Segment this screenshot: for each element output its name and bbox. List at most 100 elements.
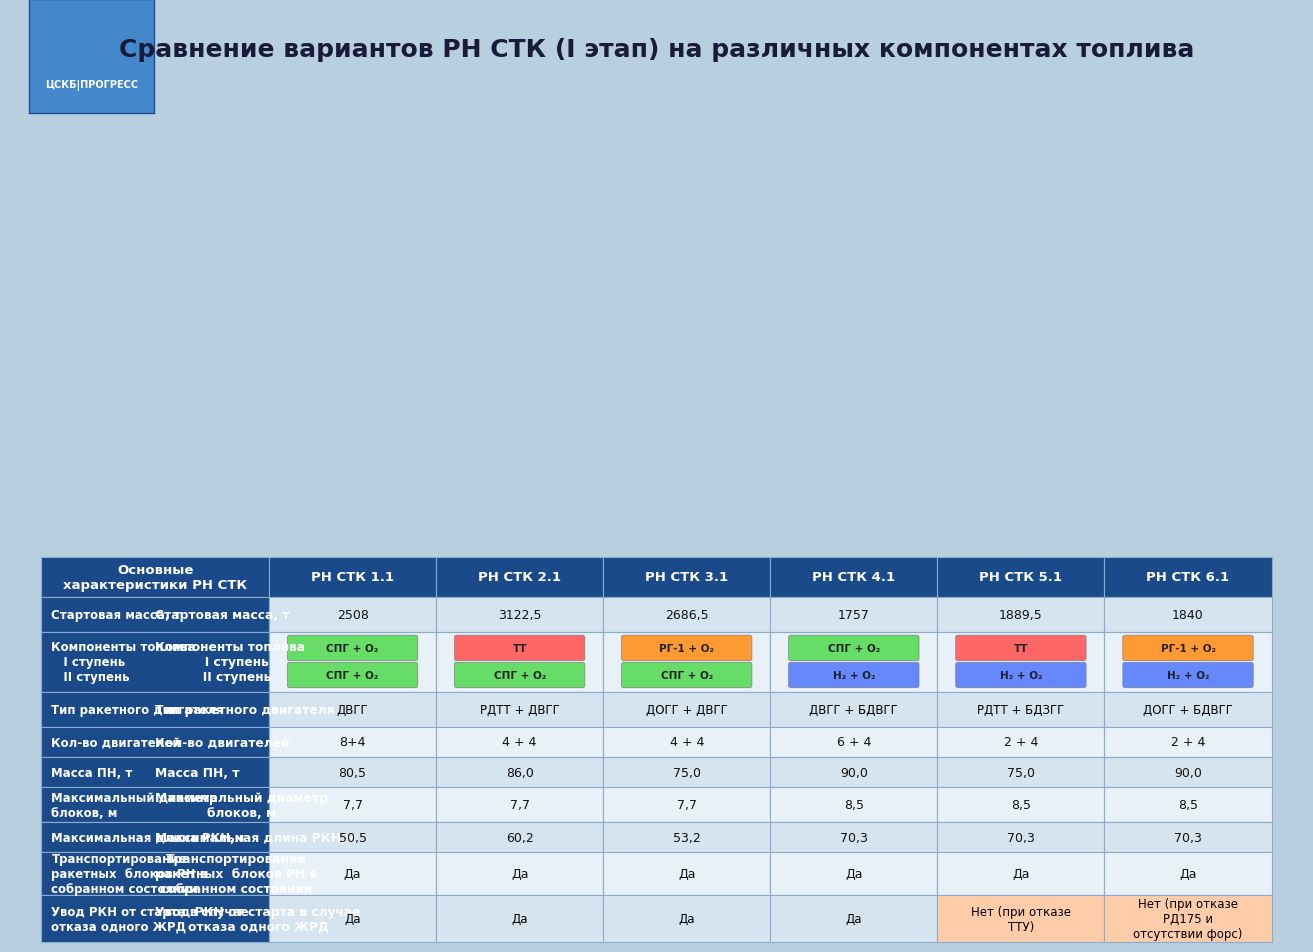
FancyBboxPatch shape xyxy=(937,787,1104,823)
Text: 53,2: 53,2 xyxy=(672,831,701,843)
FancyBboxPatch shape xyxy=(789,663,919,688)
FancyBboxPatch shape xyxy=(937,557,1104,597)
FancyBboxPatch shape xyxy=(956,636,1086,661)
Text: Да: Да xyxy=(344,867,361,880)
FancyBboxPatch shape xyxy=(771,787,937,823)
FancyBboxPatch shape xyxy=(269,852,436,895)
Text: РДТТ + БДЗГГ: РДТТ + БДЗГГ xyxy=(977,704,1065,716)
FancyBboxPatch shape xyxy=(42,852,269,895)
FancyBboxPatch shape xyxy=(937,852,1104,895)
Text: 90,0: 90,0 xyxy=(840,765,868,779)
FancyBboxPatch shape xyxy=(771,632,937,692)
Text: 1889,5: 1889,5 xyxy=(999,608,1043,621)
FancyBboxPatch shape xyxy=(42,597,269,632)
FancyBboxPatch shape xyxy=(1104,727,1271,757)
FancyBboxPatch shape xyxy=(42,727,269,757)
Text: Да: Да xyxy=(678,867,696,880)
FancyBboxPatch shape xyxy=(42,852,269,895)
FancyBboxPatch shape xyxy=(269,557,436,597)
Text: РН СТК 6.1: РН СТК 6.1 xyxy=(1146,570,1229,584)
Text: 8,5: 8,5 xyxy=(844,799,864,811)
Text: 4 + 4: 4 + 4 xyxy=(670,736,704,748)
FancyBboxPatch shape xyxy=(1104,852,1271,895)
Text: Сравнение вариантов РН СТК (I этап) на различных компонентах топлива: Сравнение вариантов РН СТК (I этап) на р… xyxy=(118,38,1195,62)
FancyBboxPatch shape xyxy=(1123,636,1253,661)
FancyBboxPatch shape xyxy=(603,692,771,727)
Text: H₂ + O₂: H₂ + O₂ xyxy=(832,670,874,681)
FancyBboxPatch shape xyxy=(937,895,1104,942)
FancyBboxPatch shape xyxy=(42,557,269,597)
Text: 2686,5: 2686,5 xyxy=(664,608,709,621)
FancyBboxPatch shape xyxy=(771,895,937,942)
FancyBboxPatch shape xyxy=(288,636,418,661)
Text: Максимальный диаметр
блоков, м: Максимальный диаметр блоков, м xyxy=(51,791,218,819)
FancyBboxPatch shape xyxy=(771,692,937,727)
FancyBboxPatch shape xyxy=(1123,663,1253,688)
FancyBboxPatch shape xyxy=(1104,557,1271,597)
FancyBboxPatch shape xyxy=(603,895,771,942)
Text: 70,3: 70,3 xyxy=(1174,831,1201,843)
Text: 70,3: 70,3 xyxy=(840,831,868,843)
FancyBboxPatch shape xyxy=(42,692,269,727)
Text: Транспортирование
ракетных  блоков РН в
собранном состоянии: Транспортирование ракетных блоков РН в с… xyxy=(51,852,207,895)
Text: 6 + 4: 6 + 4 xyxy=(836,736,871,748)
Text: ДОГГ + БДВГГ: ДОГГ + БДВГГ xyxy=(1144,704,1233,716)
Text: ЦСКБ|ПРОГРЕСС: ЦСКБ|ПРОГРЕСС xyxy=(45,80,138,91)
FancyBboxPatch shape xyxy=(42,895,269,942)
FancyBboxPatch shape xyxy=(603,852,771,895)
Text: СПГ + O₂: СПГ + O₂ xyxy=(327,644,378,653)
Text: Масса ПН, т: Масса ПН, т xyxy=(155,765,240,779)
Text: Компоненты топлива
   I ступень
   II ступень: Компоненты топлива I ступень II ступень xyxy=(155,641,306,684)
Text: 75,0: 75,0 xyxy=(1007,765,1035,779)
FancyBboxPatch shape xyxy=(42,727,269,757)
Text: ДОГГ + ДВГГ: ДОГГ + ДВГГ xyxy=(646,704,727,716)
Text: Нет (при отказе
ТТУ): Нет (при отказе ТТУ) xyxy=(970,904,1071,933)
FancyBboxPatch shape xyxy=(937,727,1104,757)
Text: ДВГГ + БДВГГ: ДВГГ + БДВГГ xyxy=(809,704,898,716)
Text: Да: Да xyxy=(846,867,863,880)
FancyBboxPatch shape xyxy=(1104,823,1271,852)
FancyBboxPatch shape xyxy=(789,636,919,661)
Text: 80,5: 80,5 xyxy=(339,765,366,779)
Text: Тип ракетного двигателя: Тип ракетного двигателя xyxy=(155,704,335,716)
FancyBboxPatch shape xyxy=(621,636,752,661)
FancyBboxPatch shape xyxy=(436,823,603,852)
FancyBboxPatch shape xyxy=(937,597,1104,632)
FancyBboxPatch shape xyxy=(1104,692,1271,727)
Text: Стартовая масса, т: Стартовая масса, т xyxy=(155,608,290,621)
Text: 4 + 4: 4 + 4 xyxy=(503,736,537,748)
Text: РН СТК 1.1: РН СТК 1.1 xyxy=(311,570,394,584)
FancyBboxPatch shape xyxy=(454,636,584,661)
FancyBboxPatch shape xyxy=(937,823,1104,852)
FancyBboxPatch shape xyxy=(937,757,1104,787)
FancyBboxPatch shape xyxy=(956,663,1086,688)
FancyBboxPatch shape xyxy=(603,597,771,632)
FancyBboxPatch shape xyxy=(771,597,937,632)
FancyBboxPatch shape xyxy=(603,757,771,787)
Text: Да: Да xyxy=(344,912,361,925)
FancyBboxPatch shape xyxy=(42,787,269,823)
FancyBboxPatch shape xyxy=(269,597,436,632)
Text: Увод РКН от старта в случае
отказа одного ЖРД: Увод РКН от старта в случае отказа одног… xyxy=(51,904,249,933)
FancyBboxPatch shape xyxy=(269,895,436,942)
Text: Стартовая масса, т: Стартовая масса, т xyxy=(51,608,181,621)
FancyBboxPatch shape xyxy=(42,757,269,787)
Text: Максимальный диаметр
блоков, м: Максимальный диаметр блоков, м xyxy=(155,791,328,819)
FancyBboxPatch shape xyxy=(42,632,269,692)
FancyBboxPatch shape xyxy=(42,597,269,632)
Text: РН СТК 4.1: РН СТК 4.1 xyxy=(813,570,895,584)
FancyBboxPatch shape xyxy=(436,692,603,727)
Text: 3122,5: 3122,5 xyxy=(498,608,541,621)
Text: Максимальная длина РКН,м: Максимальная длина РКН,м xyxy=(155,831,356,843)
Text: Да: Да xyxy=(511,912,528,925)
FancyBboxPatch shape xyxy=(603,823,771,852)
FancyBboxPatch shape xyxy=(42,632,269,692)
Text: 8,5: 8,5 xyxy=(1011,799,1031,811)
FancyBboxPatch shape xyxy=(42,692,269,727)
FancyBboxPatch shape xyxy=(603,727,771,757)
FancyBboxPatch shape xyxy=(42,823,269,852)
FancyBboxPatch shape xyxy=(454,663,584,688)
FancyBboxPatch shape xyxy=(269,787,436,823)
Text: Компоненты топлива
   I ступень
   II ступень: Компоненты топлива I ступень II ступень xyxy=(51,641,196,684)
FancyBboxPatch shape xyxy=(937,692,1104,727)
